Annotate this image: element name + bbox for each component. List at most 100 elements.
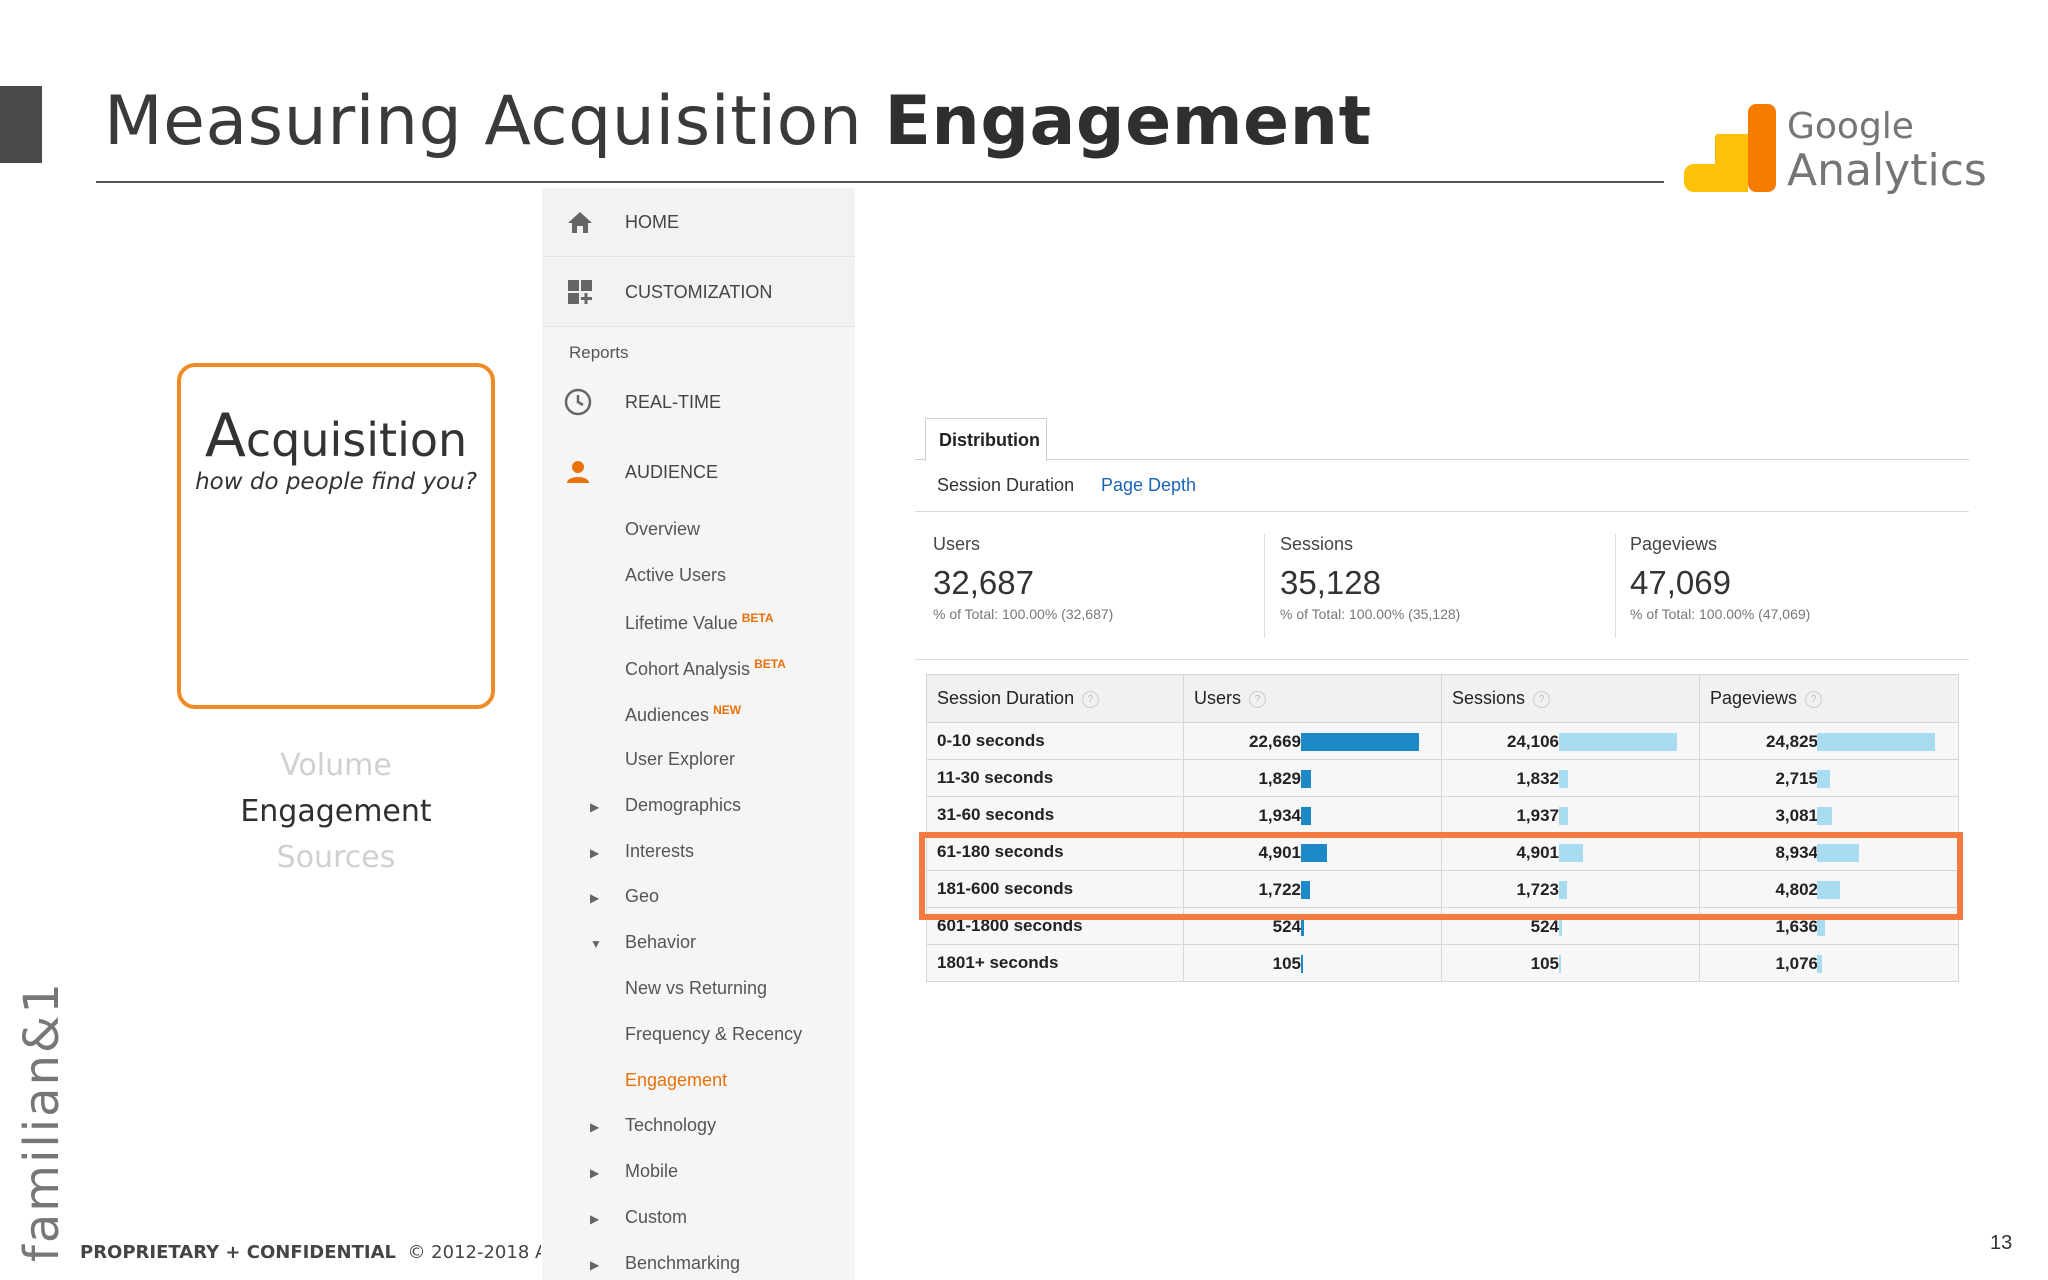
row-pageviews-bar (1817, 807, 1832, 825)
nav-interests[interactable]: Interests (625, 841, 695, 861)
row-pageviews-cell: 4,802 (1699, 870, 1959, 908)
expand-arrow-icon[interactable]: ▶ (590, 891, 600, 905)
row-pageviews-cell: 24,825 (1699, 722, 1959, 760)
row-pageviews-bar (1817, 733, 1935, 751)
nav-demographics[interactable]: Demographics (625, 795, 742, 815)
beta-badge: BETA (754, 657, 786, 671)
nav-active-users[interactable]: Active Users (625, 565, 727, 585)
row-duration: 61-180 seconds (926, 833, 1184, 871)
nav-lifetime-value[interactable]: Lifetime Value BETA (625, 611, 774, 633)
nav-overview[interactable]: Overview (625, 519, 701, 539)
row-users-value: 4,901 (1258, 843, 1301, 862)
column-header-sessions[interactable]: Sessions? (1441, 674, 1700, 723)
row-users-value: 1,934 (1258, 806, 1301, 825)
title-divider (96, 181, 1664, 183)
row-pageviews-cell: 3,081 (1699, 796, 1959, 834)
metric-pageviews: Pageviews 47,069 % of Total: 100.00% (47… (1630, 534, 1811, 622)
nav-audience-label: AUDIENCE (625, 462, 719, 482)
nav-new-vs-returning[interactable]: New vs Returning (625, 978, 768, 998)
expand-arrow-icon[interactable]: ▶ (590, 1212, 600, 1226)
row-sessions-bar (1559, 881, 1567, 899)
session-duration-table: Session Duration? Users? Sessions? Pagev… (926, 674, 1959, 982)
nav-audiences[interactable]: Audiences NEW (625, 703, 742, 725)
highlight-box (919, 832, 1963, 920)
row-users-value: 105 (1272, 954, 1301, 973)
clock-icon (564, 388, 592, 416)
row-pageviews-cell: 2,715 (1699, 759, 1959, 797)
slide-title: Measuring Acquisition Engagement (104, 82, 1372, 161)
stage-volume: Volume (280, 748, 392, 783)
nav-cohort-analysis[interactable]: Cohort Analysis BETA (625, 657, 786, 679)
table-row: 181-600 seconds 1,722 1,723 4,802 (926, 870, 1959, 908)
home-icon (568, 212, 592, 233)
subtab-divider (915, 511, 1969, 512)
expand-arrow-icon[interactable]: ▶ (590, 800, 600, 814)
row-duration: 181-600 seconds (926, 870, 1184, 908)
row-users-value: 22,669 (1249, 732, 1301, 751)
row-pageviews-bar (1817, 881, 1840, 899)
nav-benchmarking[interactable]: Benchmarking (625, 1253, 741, 1273)
row-pageviews-value: 1,636 (1775, 917, 1818, 936)
row-sessions-value: 24,106 (1507, 732, 1559, 751)
row-sessions-bar (1559, 770, 1568, 788)
row-pageviews-bar (1817, 770, 1830, 788)
column-header-users[interactable]: Users? (1183, 674, 1442, 723)
row-pageviews-cell: 1,076 (1699, 944, 1959, 982)
row-users-value: 1,829 (1258, 769, 1301, 788)
nav-frequency-recency[interactable]: Frequency & Recency (625, 1024, 803, 1044)
row-duration: 11-30 seconds (926, 759, 1184, 797)
help-icon[interactable]: ? (1082, 690, 1100, 708)
tab-distribution[interactable]: Distribution (925, 418, 1047, 461)
acquisition-subtitle: how do people find you? (195, 469, 477, 495)
google-analytics-logo-text-top: Google (1787, 106, 1914, 147)
row-users-value: 1,722 (1258, 880, 1301, 899)
nav-user-explorer[interactable]: User Explorer (625, 749, 736, 769)
nav-customization[interactable]: CUSTOMIZATION (542, 258, 855, 327)
row-sessions-value: 105 (1530, 954, 1559, 973)
row-pageviews-bar (1817, 955, 1822, 973)
row-sessions-value: 1,723 (1516, 880, 1559, 899)
subtab-session-duration[interactable]: Session Duration (937, 475, 1075, 495)
page-number: 13 (1990, 1232, 2013, 1254)
nav-section-reports: Reports (569, 343, 629, 362)
row-users-cell: 105 (1183, 944, 1442, 982)
row-sessions-value: 1,832 (1516, 769, 1559, 788)
help-icon[interactable]: ? (1533, 690, 1551, 708)
row-users-cell: 22,669 (1183, 722, 1442, 760)
collapse-arrow-icon[interactable]: ▼ (590, 937, 602, 951)
help-icon[interactable]: ? (1805, 690, 1823, 708)
nav-technology[interactable]: Technology (625, 1115, 717, 1135)
nav-geo[interactable]: Geo (625, 886, 660, 906)
nav-behavior[interactable]: Behavior (625, 932, 697, 952)
column-header-pageviews[interactable]: Pageviews? (1699, 674, 1959, 723)
nav-home-label: HOME (625, 212, 679, 232)
expand-arrow-icon[interactable]: ▶ (590, 1166, 600, 1180)
dashboard-icon (568, 280, 592, 304)
expand-arrow-icon[interactable]: ▶ (590, 846, 600, 860)
help-icon[interactable]: ? (1249, 690, 1267, 708)
expand-arrow-icon[interactable]: ▶ (590, 1258, 600, 1272)
footer-confidential: PROPRIETARY + CONFIDENTIAL © 2012-2018 A… (80, 1242, 541, 1263)
tab-underline (915, 459, 925, 460)
acquisition-title: Acquisition (204, 401, 468, 471)
row-users-bar (1301, 807, 1311, 825)
expand-arrow-icon[interactable]: ▶ (590, 1120, 600, 1134)
metric-users: Users 32,687 % of Total: 100.00% (32,687… (933, 534, 1114, 622)
nav-realtime[interactable]: REAL-TIME (542, 382, 855, 422)
nav-mobile[interactable]: Mobile (625, 1161, 679, 1181)
nav-custom[interactable]: Custom (625, 1207, 688, 1227)
stage-engagement: Engagement (240, 794, 432, 829)
row-pageviews-value: 2,715 (1775, 769, 1818, 788)
row-pageviews-bar (1817, 844, 1859, 862)
nav-engagement[interactable]: Engagement (625, 1070, 728, 1090)
subtab-page-depth[interactable]: Page Depth (1101, 475, 1197, 495)
row-duration: 0-10 seconds (926, 722, 1184, 760)
column-header-duration[interactable]: Session Duration? (926, 674, 1184, 723)
row-pageviews-value: 4,802 (1775, 880, 1818, 899)
row-users-cell: 524 (1183, 907, 1442, 945)
nav-home[interactable]: HOME (542, 188, 855, 257)
row-sessions-bar (1559, 955, 1561, 973)
row-sessions-cell: 1,832 (1441, 759, 1700, 797)
row-sessions-value: 524 (1530, 917, 1559, 936)
nav-audience[interactable]: AUDIENCE (542, 452, 855, 492)
